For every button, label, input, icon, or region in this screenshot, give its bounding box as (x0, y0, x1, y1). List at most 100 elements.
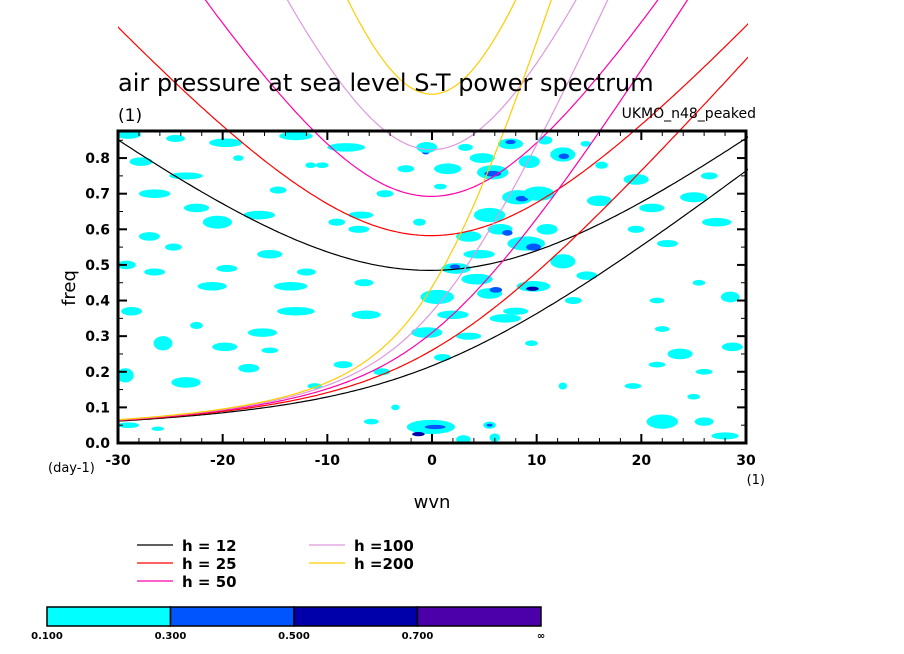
contour-patch (502, 230, 513, 236)
contour-patch (307, 383, 323, 389)
contour-patch (536, 223, 558, 235)
x-tick-label: -20 (210, 453, 236, 469)
contour-patch (624, 383, 642, 389)
contour-patch (694, 417, 714, 426)
contour-patch (233, 155, 244, 161)
contour-patch (121, 306, 143, 316)
contour-patch (576, 271, 598, 280)
chart-subtitle-right: UKMO_n48_peaked (622, 106, 756, 122)
contour-patch (420, 289, 454, 305)
contour-patch (489, 314, 521, 323)
contour-patch (391, 404, 400, 411)
contour-patch (273, 282, 308, 291)
contour-patch (397, 165, 415, 173)
contour-patch (247, 328, 278, 337)
chart-title: air pressure at sea level S-T power spec… (118, 69, 654, 97)
dispersion-curves-layer (118, 0, 748, 422)
contour-patch (434, 353, 451, 362)
contour-patch (525, 340, 538, 347)
contour-patch (627, 225, 645, 233)
contour-patch (516, 280, 551, 292)
x-tick-label: -30 (105, 453, 131, 469)
colorbar-swatch (293, 606, 419, 627)
contour-patch (216, 264, 238, 273)
contour-patch (720, 291, 740, 303)
contour-patch (165, 243, 182, 251)
dispersion-curve-lower-12 (118, 168, 748, 422)
y-tick-label: 0.2 (85, 365, 110, 381)
contour-patch (376, 190, 394, 198)
contour-patch (515, 195, 529, 202)
contour-patch (586, 195, 613, 207)
contour-patch (138, 232, 160, 241)
legend-label: h = 50 (182, 573, 237, 591)
contour-patch (354, 279, 374, 287)
contour-patch (526, 243, 541, 251)
contour-patch (171, 377, 201, 388)
contour-patch (654, 326, 670, 332)
contour-patch (348, 211, 374, 219)
contour-patch (202, 215, 233, 229)
contour-patch (183, 203, 210, 213)
contour-patch (257, 249, 283, 259)
y-units-label: (day-1) (48, 461, 95, 476)
contour-patch (595, 161, 608, 169)
x-tick-labels: -30 -20 -10 0 10 20 30 (105, 453, 756, 469)
contour-patch (327, 143, 366, 152)
contour-patch (489, 433, 501, 442)
contour-patch (456, 332, 482, 340)
contour-patch (363, 418, 379, 425)
dispersion-curve-upper-50 (204, 0, 659, 197)
contour-patch (277, 306, 315, 316)
colorbar-label: 0.300 (155, 631, 187, 642)
contour-patch (489, 287, 503, 293)
contour-patch (269, 186, 287, 194)
contour-patch (648, 361, 666, 368)
contour-patch (667, 348, 693, 360)
x-tick-label: 20 (632, 453, 652, 469)
y-tick-label: 0.6 (85, 222, 110, 238)
contour-patch (197, 282, 227, 291)
contour-patch (456, 231, 482, 242)
dispersion-curve-upper-200 (347, 0, 517, 95)
y-tick-label: 0.8 (85, 151, 110, 167)
colorbar-swatch (416, 606, 542, 627)
contour-patch (558, 153, 570, 160)
contour-patch (333, 361, 353, 369)
dispersion-curve-upper-25 (118, 23, 748, 237)
contour-patch (456, 435, 471, 443)
contour-patch (461, 273, 493, 285)
contour-patch (711, 432, 739, 440)
contour-patch (296, 268, 316, 276)
dispersion-curve-upper-100 (286, 0, 577, 151)
contour-patch (702, 217, 732, 227)
contour-patch (305, 162, 316, 169)
contour-patch (190, 321, 203, 330)
contour-patch (434, 163, 462, 175)
contour-patch (700, 172, 718, 180)
contour-fill-layer (118, 131, 743, 443)
contour-patch (129, 157, 153, 166)
contour-patch (639, 203, 665, 213)
contour-patch (434, 183, 447, 190)
contour-patch (687, 393, 700, 400)
contour-patch (469, 153, 495, 164)
contour-patch (580, 140, 592, 147)
contour-patch (151, 426, 165, 431)
legend-label: h = 25 (182, 555, 237, 573)
contour-patch (680, 192, 708, 203)
legend-label: h =100 (354, 537, 414, 555)
contour-patch (526, 286, 539, 291)
contour-patch (523, 186, 555, 201)
dispersion-curve-lower-25 (118, 56, 748, 422)
colorbar-label: 0.100 (31, 631, 63, 642)
y-tick-label: 0.0 (85, 436, 110, 452)
contour-patch (144, 268, 166, 276)
legend-label: h =200 (354, 555, 414, 573)
contour-patch (238, 363, 260, 373)
contour-patch (486, 423, 493, 427)
contour-patch (505, 139, 516, 145)
colorbar-swatch (46, 606, 172, 627)
